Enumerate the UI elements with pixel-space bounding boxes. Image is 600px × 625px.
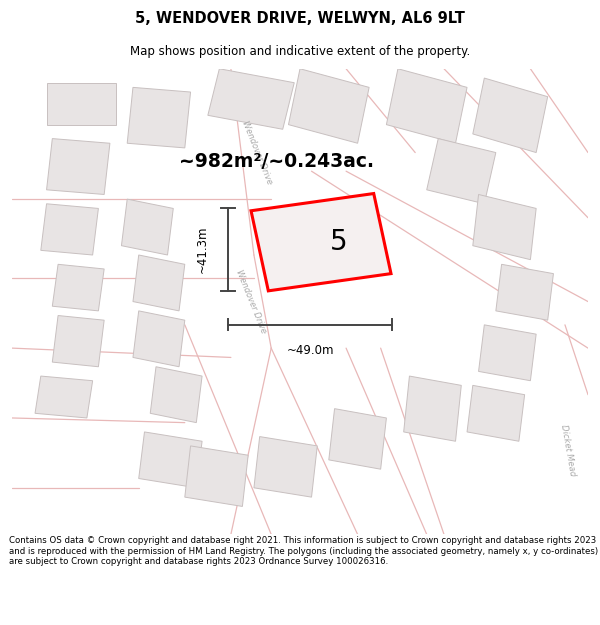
Polygon shape (467, 386, 524, 441)
Polygon shape (427, 139, 496, 204)
Polygon shape (133, 311, 185, 367)
Text: 5, WENDOVER DRIVE, WELWYN, AL6 9LT: 5, WENDOVER DRIVE, WELWYN, AL6 9LT (135, 11, 465, 26)
Polygon shape (254, 437, 317, 497)
Polygon shape (289, 69, 369, 143)
Polygon shape (404, 376, 461, 441)
Text: 5: 5 (329, 228, 347, 256)
Polygon shape (329, 409, 386, 469)
Polygon shape (35, 376, 92, 418)
Text: ~49.0m: ~49.0m (286, 344, 334, 357)
Text: ~41.3m: ~41.3m (196, 226, 209, 273)
Polygon shape (52, 316, 104, 367)
Text: Wendover Drive: Wendover Drive (234, 268, 268, 335)
Text: Dicket Mead: Dicket Mead (559, 424, 577, 477)
Polygon shape (251, 194, 391, 291)
Polygon shape (473, 194, 536, 259)
Polygon shape (52, 264, 104, 311)
Text: Map shows position and indicative extent of the property.: Map shows position and indicative extent… (130, 45, 470, 58)
Polygon shape (150, 367, 202, 423)
Polygon shape (47, 82, 116, 124)
Polygon shape (386, 69, 467, 143)
Polygon shape (208, 69, 294, 129)
Text: ~982m²/~0.243ac.: ~982m²/~0.243ac. (179, 152, 374, 171)
Text: Contains OS data © Crown copyright and database right 2021. This information is : Contains OS data © Crown copyright and d… (9, 536, 598, 566)
Polygon shape (121, 199, 173, 255)
Polygon shape (496, 264, 553, 320)
Polygon shape (127, 88, 191, 148)
Polygon shape (47, 139, 110, 194)
Polygon shape (139, 432, 202, 488)
Polygon shape (185, 446, 248, 506)
Polygon shape (41, 204, 98, 255)
Polygon shape (473, 78, 548, 152)
Polygon shape (133, 255, 185, 311)
Text: Wendover Drive: Wendover Drive (240, 119, 274, 186)
Polygon shape (479, 325, 536, 381)
